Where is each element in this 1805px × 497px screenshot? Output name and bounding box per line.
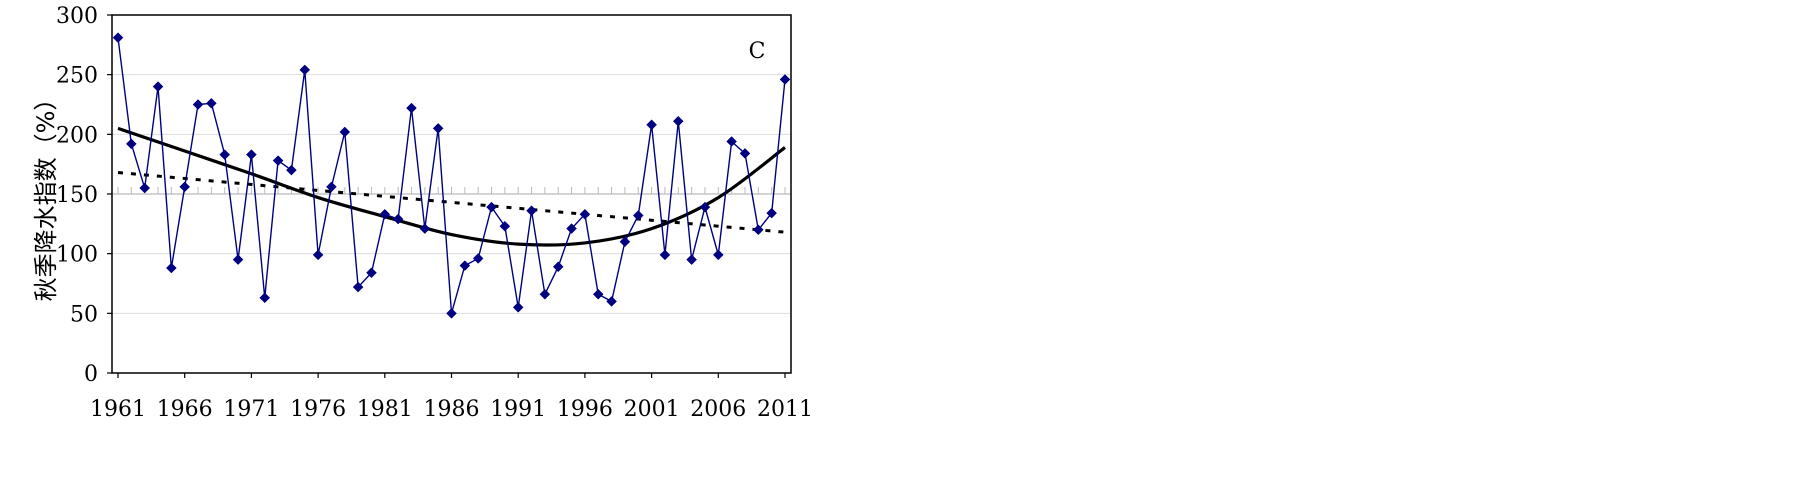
x-tick-label: 2011 [757,397,813,422]
data-point [632,210,644,221]
data-point [152,81,164,92]
observed-series [117,37,786,314]
data-point [352,281,364,293]
x-tick-label: 1976 [290,397,346,422]
reference-line-group [112,187,791,195]
data-point [206,97,217,109]
data-point [699,201,711,213]
linear-trend-line [117,171,786,234]
data-point [739,148,751,159]
data-point [406,102,417,114]
data-point [592,288,604,300]
x-tick-label: 2001 [624,397,680,422]
data-point [125,138,137,150]
data-point [539,288,551,300]
data-point [192,99,204,110]
data-point [259,292,271,304]
data-point [232,254,244,265]
x-tick-label: 1961 [90,397,146,422]
observed-markers [112,32,791,319]
y-tick-label: 150 [56,183,98,208]
data-point [646,119,657,131]
data-point [272,155,284,166]
polynomial-trend-path [117,126,786,247]
data-point [606,296,617,307]
x-tick-label: 1981 [357,397,413,422]
y-tick-label: 50 [70,302,98,327]
data-point [432,123,444,134]
y-tick-label: 0 [84,362,98,387]
y-tick-label: 250 [56,64,98,89]
data-point [712,249,724,261]
data-point [766,207,778,219]
data-point [686,254,697,265]
data-point [566,223,577,234]
data-point [726,136,737,147]
data-point [619,236,631,248]
data-point [286,164,297,176]
data-point [339,126,351,138]
data-point [166,262,177,274]
linear-trend-path [117,171,786,234]
x-axis-ticks: 1961 1966 1971 1976 1981 1986 1991 1996 2001 2006… [90,373,813,422]
data-point [579,208,591,220]
data-point [139,182,151,194]
y-tick-label: 100 [56,243,98,268]
observed-line [117,37,786,314]
polynomial-trend-line [117,126,786,247]
data-point [246,149,257,160]
data-point [486,201,497,213]
data-point [112,32,124,44]
data-point [326,181,337,193]
x-tick-label: 1966 [157,397,213,422]
data-point [512,302,524,313]
data-point [446,307,457,319]
x-tick-label: 1996 [557,397,613,422]
data-point [552,261,564,273]
x-tick-label: 1971 [223,397,279,422]
data-point [179,181,191,193]
y-axis-label: 秋季降水指数（%） [32,87,60,302]
data-point [659,249,671,261]
y-tick-label: 200 [56,123,98,148]
data-point [499,220,511,232]
data-point [392,213,404,225]
x-tick-label: 2006 [690,397,746,422]
data-point [472,253,484,264]
data-point [526,205,537,217]
y-tick-label: 300 [56,4,98,29]
data-point [299,64,311,76]
data-point [312,249,324,261]
panel-label: C [749,39,766,64]
data-point [419,223,431,234]
x-tick-label: 1986 [424,397,480,422]
data-point [779,74,791,85]
y-axis-ticks: 0 50 100 150 200 250 300 [56,4,112,387]
data-point [672,115,684,127]
data-point [752,224,764,236]
x-tick-label: 1991 [490,397,546,422]
data-point [219,149,231,160]
data-point [379,208,391,220]
data-point [459,260,471,271]
data-point [366,267,377,279]
